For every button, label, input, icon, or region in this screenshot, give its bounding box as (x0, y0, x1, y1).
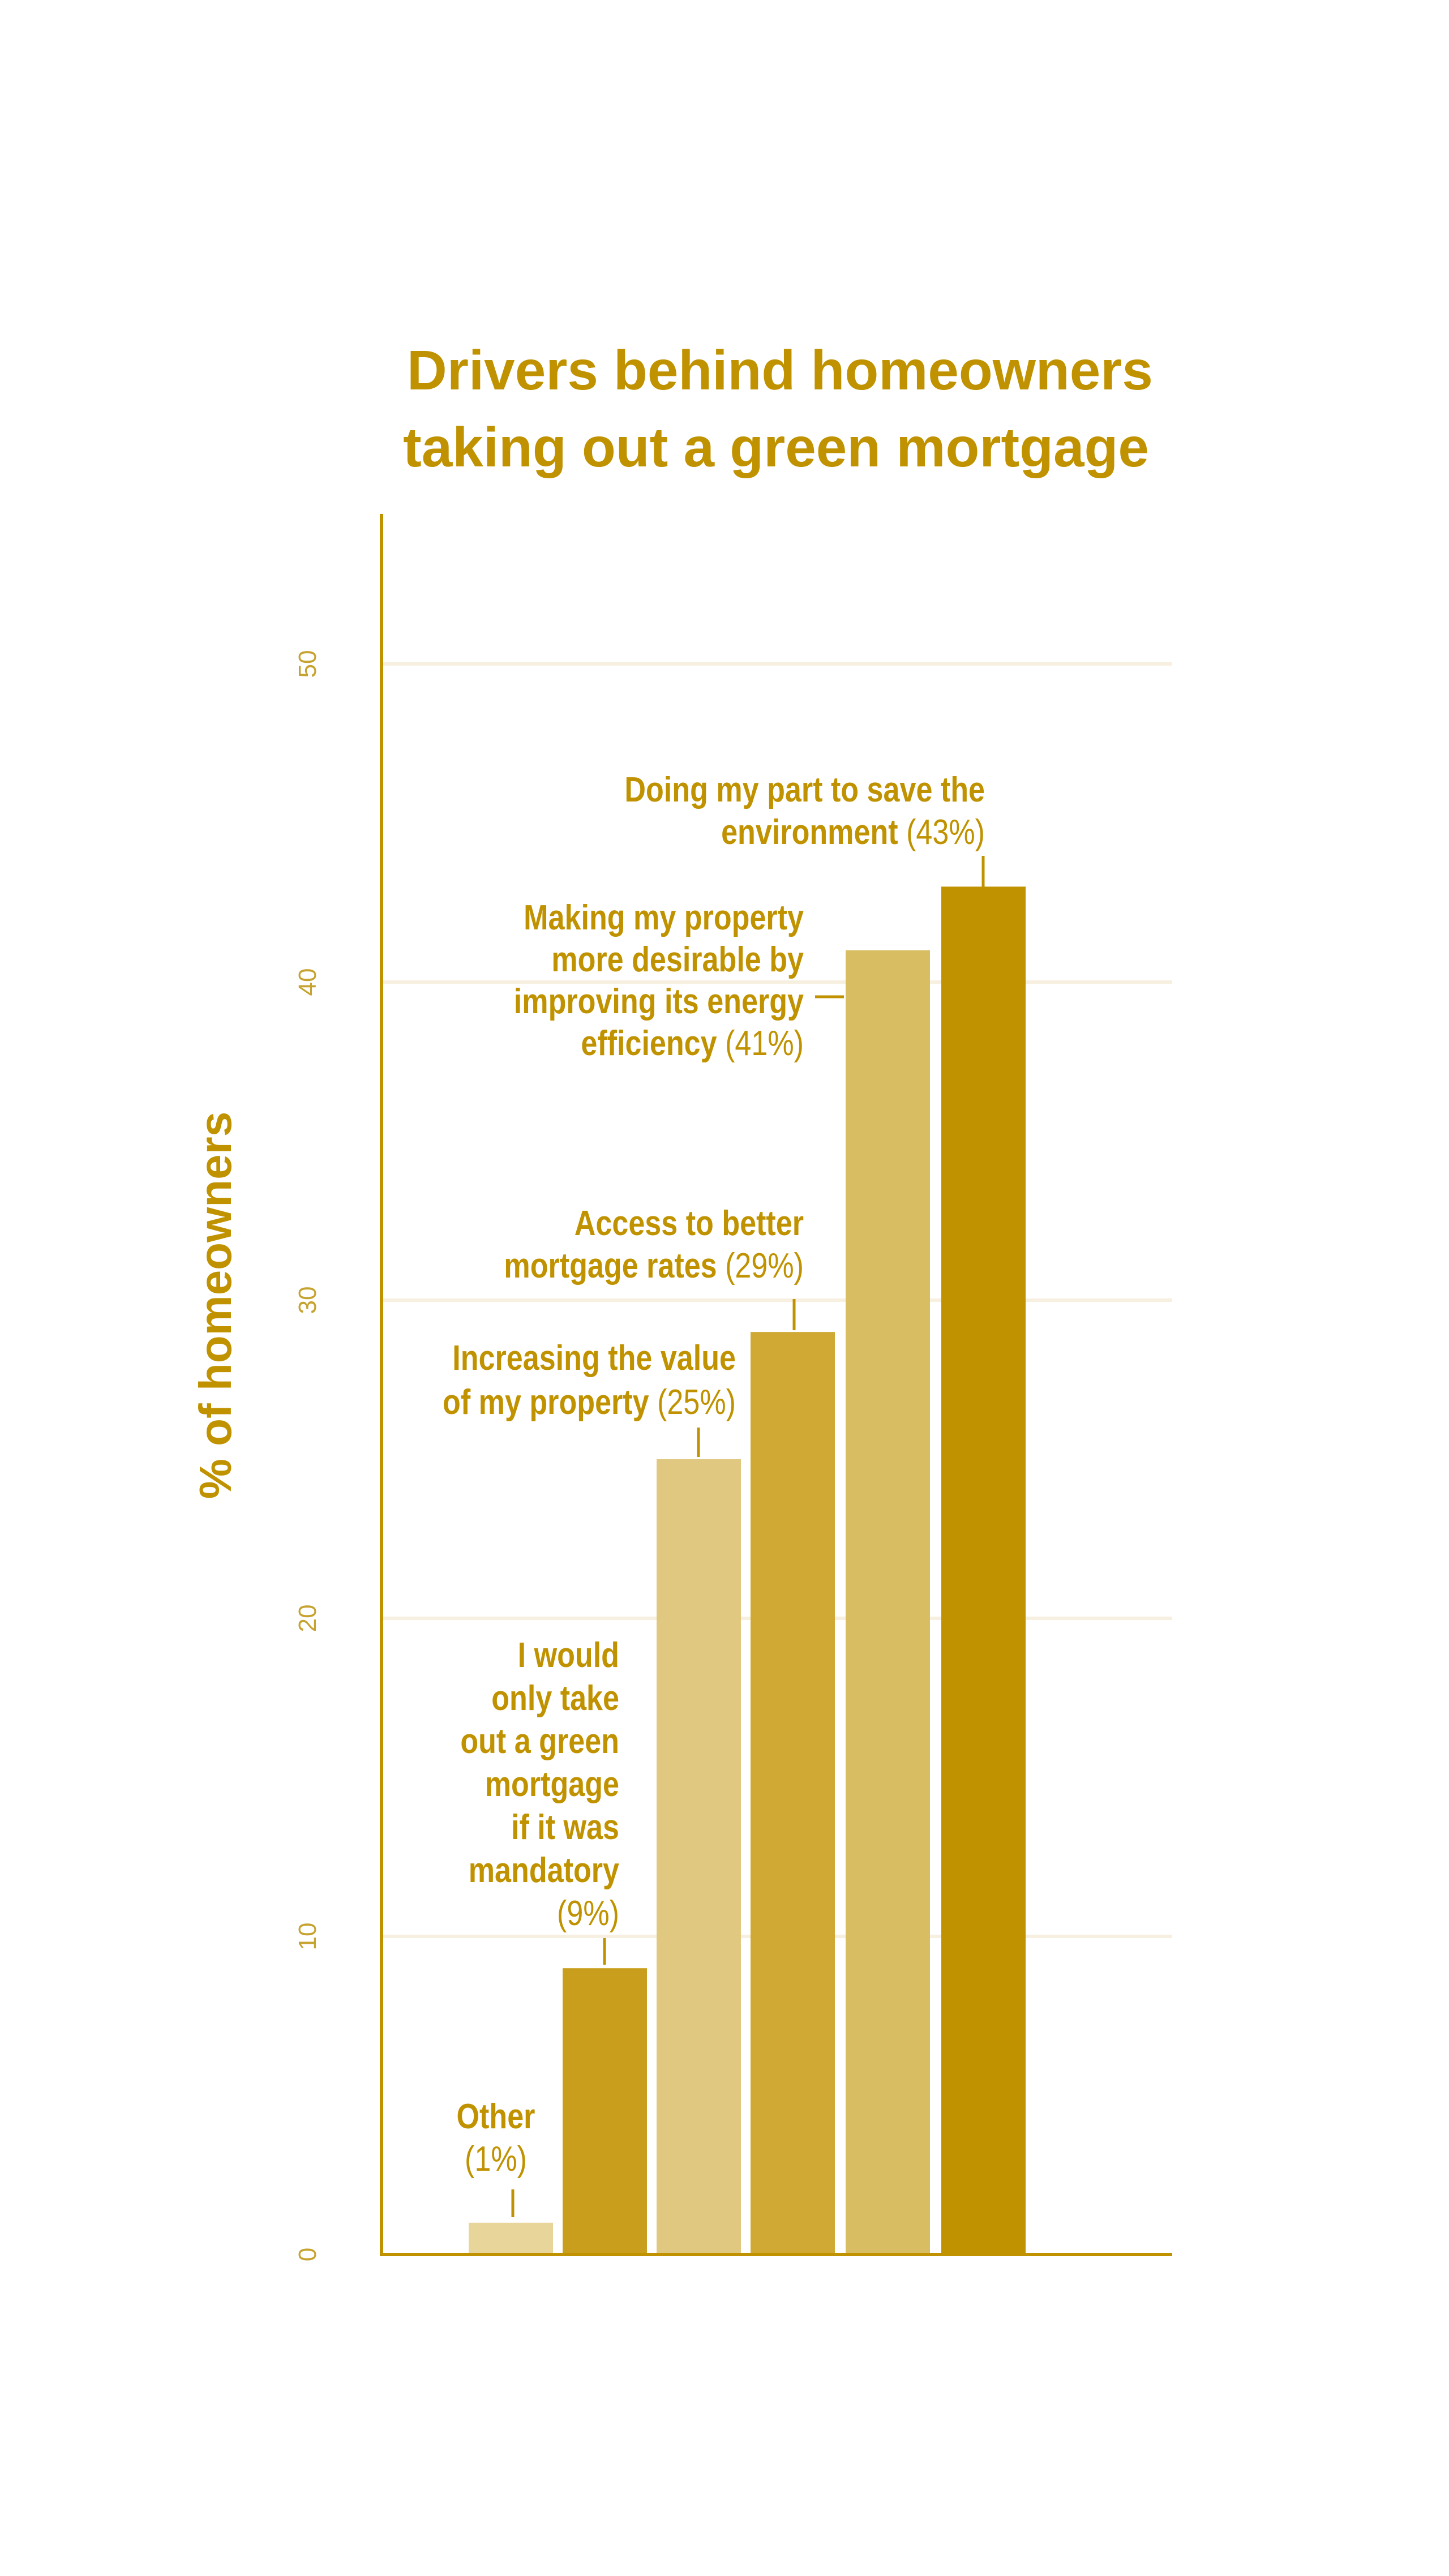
annotation-line: mortgage (485, 1765, 619, 1804)
bar (657, 1459, 741, 2254)
annotation-value: (43%) (898, 813, 985, 852)
annotations: Other (1%) I would only take out a green mort… (443, 770, 985, 2179)
gridlines (383, 662, 1172, 1938)
annotation-line: Access to better (575, 1204, 804, 1243)
bar-annotation: I would only take out a green mortgage if it… (460, 1636, 619, 1933)
annotation-line: Making my property (524, 898, 804, 937)
bar-annotation: Doing my part to save the environment (43… (624, 770, 985, 852)
annotation-text: Other (1%) (457, 2097, 535, 2179)
bar (941, 886, 1026, 2255)
annotation-text: Doing my part to save the environment (43… (624, 770, 985, 852)
annotation-line: out a green (460, 1722, 619, 1761)
bar (846, 950, 930, 2254)
bar-annotation: Other (1%) (457, 2097, 535, 2179)
annotation-value: (1%) (465, 2140, 527, 2179)
annotation-value: (25%) (649, 1383, 736, 1422)
y-tick-label: 0 (294, 2248, 321, 2261)
y-axis-label: % of homeowners (190, 1112, 241, 1499)
annotation-text: Increasing the value of my property (25%) (443, 1339, 736, 1422)
chart-title-line-2: taking out a green mortgage (403, 416, 1149, 478)
annotation-line: only take (491, 1679, 619, 1718)
bar-annotation: Access to better mortgage rates (29%) (504, 1204, 804, 1285)
bar (751, 1332, 835, 2254)
annotation-line: more desirable by (551, 940, 804, 979)
bar (469, 2222, 553, 2254)
bar-annotation: Making my property more desirable by impro… (514, 898, 804, 1063)
annotation-line: mortgage rates (504, 1246, 717, 1285)
y-tick-label: 40 (294, 968, 321, 996)
annotation-line: if it was (511, 1808, 619, 1847)
annotation-text: I would only take out a green mortgage if it… (460, 1636, 619, 1933)
leader-lines (511, 856, 985, 2217)
bar-annotation: Increasing the value of my property (25%) (443, 1339, 736, 1422)
chart-title-line-1: Drivers behind homeowners (407, 339, 1153, 401)
annotation-value: (29%) (717, 1246, 804, 1285)
annotation-text: Making my property more desirable by impro… (514, 898, 804, 1063)
y-tick-labels: 0 10 20 30 40 50 (294, 650, 321, 2262)
annotation-value: (41%) (717, 1024, 804, 1063)
annotation-line: Other (457, 2097, 535, 2136)
annotation-line: of my property (443, 1383, 649, 1422)
annotation-line: I would (518, 1636, 619, 1675)
annotation-line: Doing my part to save the (624, 770, 985, 809)
y-tick-label: 50 (294, 650, 321, 678)
annotation-line: mandatory (469, 1851, 619, 1890)
annotation-line: Increasing the value (452, 1339, 736, 1378)
bars (469, 886, 1026, 2255)
annotation-line: environment (721, 813, 898, 852)
y-tick-label: 20 (294, 1605, 321, 1632)
y-tick-label: 30 (294, 1287, 321, 1314)
annotation-value: (9%) (557, 1894, 619, 1933)
annotation-text: Access to better mortgage rates (29%) (504, 1204, 804, 1285)
annotation-line: efficiency (581, 1024, 717, 1063)
bar (563, 1968, 647, 2254)
y-tick-label: 10 (294, 1923, 321, 1951)
annotation-line: improving its energy (514, 982, 804, 1021)
